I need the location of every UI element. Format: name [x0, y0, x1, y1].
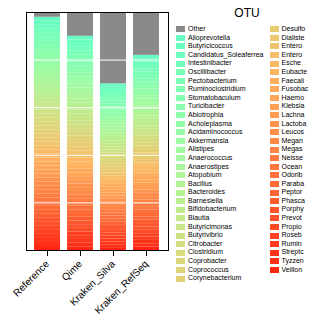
html-text:Stomatobaculum: Stomatobaculum: [188, 93, 241, 101]
html-text:Bacillus: Bacillus: [188, 179, 213, 187]
html-text:Alloprevotella: Alloprevotella: [188, 33, 230, 41]
html-text:Megas: Megas: [281, 145, 303, 153]
html-text:Haemo: Haemo: [281, 93, 305, 101]
html-text:Eubacte: Eubacte: [281, 68, 308, 75]
html-text:Pectobacterium: Pectobacterium: [188, 76, 237, 84]
html-text:Dialiste: Dialiste: [281, 33, 305, 41]
html-text:Butyricimonas: Butyricimonas: [188, 222, 232, 230]
html-text:Other: Other: [188, 25, 206, 32]
html-text:Desulfo: Desulfo: [281, 25, 306, 32]
svg-text:Kraken_Silva: Kraken_Silva: [67, 258, 118, 308]
html-text:Intestinibacter: Intestinibacter: [188, 59, 232, 67]
html-text:Entero: Entero: [281, 42, 303, 50]
html-text:Atopobium: Atopobium: [188, 171, 222, 179]
svg-text:Qime: Qime: [59, 258, 84, 283]
html-text:Rumin: Rumin: [281, 239, 302, 247]
html-text:Prevot: Prevot: [281, 214, 302, 222]
html-text:Lachna: Lachna: [281, 110, 305, 118]
html-text:Megan: Megan: [281, 136, 303, 144]
html-text:Fusobac: Fusobac: [281, 85, 309, 93]
html-text:Lactoba: Lactoba: [281, 119, 307, 127]
html-text:Ocean: Ocean: [281, 162, 303, 170]
html-text:Porphy: Porphy: [281, 205, 304, 213]
svg-text:Reference: Reference: [11, 258, 52, 299]
html-text:Odorib: Odorib: [281, 171, 303, 179]
html-text:Akkermansia: Akkermansia: [188, 136, 229, 144]
html-text:Entero: Entero: [281, 50, 303, 58]
html-text:Clostridium: Clostridium: [188, 248, 223, 256]
html-text:Leucos: Leucos: [281, 128, 305, 136]
html-text:Butyricicoccus: Butyricicoccus: [188, 42, 233, 50]
html-text:Blautia: Blautia: [188, 214, 210, 222]
html-text:Klebsia: Klebsia: [281, 102, 305, 110]
html-text:Turicibacter: Turicibacter: [188, 102, 225, 110]
html-text:Ruminoclostridium: Ruminoclostridium: [188, 85, 246, 93]
svg-text:Kraken_RefSeq: Kraken_RefSeq: [92, 258, 150, 314]
html-text:Roseb: Roseb: [281, 231, 302, 239]
html-text:Peptor: Peptor: [281, 188, 303, 196]
html-text:Corynebacterium: Corynebacterium: [188, 274, 242, 282]
html-text:Abiotrophia: Abiotrophia: [188, 110, 224, 118]
html-text:Anaerococcus: Anaerococcus: [188, 153, 233, 161]
html-text:Esche: Esche: [281, 59, 301, 67]
html-text:Faecali: Faecali: [281, 76, 305, 84]
html-text:Citrobacter: Citrobacter: [188, 239, 223, 247]
html-text:Butyrivibrio: Butyrivibrio: [188, 231, 223, 239]
html-text:Bacteroides: Bacteroides: [188, 188, 225, 196]
html-text:Candidatus_Soleaferrea: Candidatus_Soleaferrea: [188, 50, 264, 58]
html-text:Phasca: Phasca: [281, 196, 305, 204]
html-text:Streptc: Streptc: [281, 248, 304, 256]
html-text:Acidaminococcus: Acidaminococcus: [188, 128, 243, 136]
html-text:Barnesiella: Barnesiella: [188, 196, 223, 204]
html-text:Coprococcus: Coprococcus: [188, 265, 229, 273]
html-text:Coprobacter: Coprobacter: [188, 257, 227, 264]
html-text:Paraba: Paraba: [281, 179, 305, 187]
html-text:Neisse: Neisse: [281, 153, 303, 161]
html-text:Propio: Propio: [281, 222, 302, 230]
html-text:Tyzzen: Tyzzen: [281, 257, 304, 264]
html-text:Oscillibacter: Oscillibacter: [188, 68, 227, 75]
html-text:Bifidobacterium: Bifidobacterium: [188, 205, 237, 213]
html-text:Acholeplasma: Acholeplasma: [188, 119, 232, 127]
html-text:Alistipes: Alistipes: [188, 145, 215, 153]
html-text:Anaerostipes: Anaerostipes: [188, 162, 229, 170]
html-text:Veillon: Veillon: [281, 265, 303, 273]
html-text:OTU: OTU: [234, 6, 260, 20]
